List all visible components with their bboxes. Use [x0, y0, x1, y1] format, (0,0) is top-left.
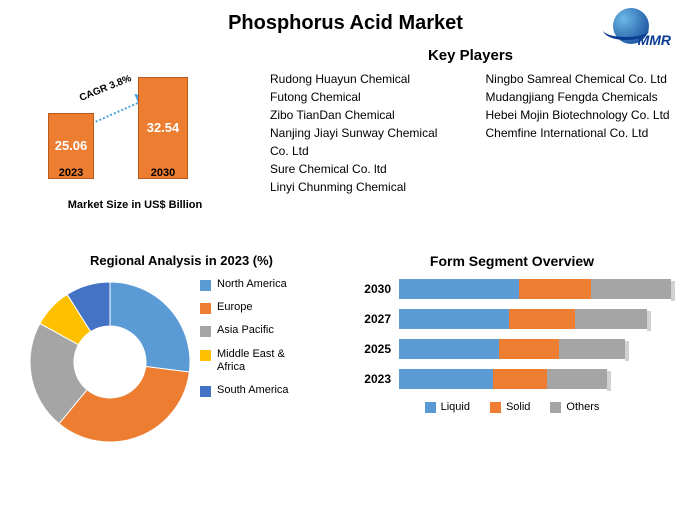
- form-segment-legend: Liquid Solid Others: [353, 401, 671, 413]
- fs-legend-item: Solid: [490, 401, 530, 413]
- legend-swatch: [200, 386, 211, 397]
- form-seg-bar: [399, 309, 647, 329]
- legend-item: Europe: [200, 301, 312, 314]
- key-players-section: Key Players Rudong Huayun ChemicalFutong…: [250, 47, 671, 247]
- legend-swatch: [425, 402, 436, 413]
- key-players-col1: Rudong Huayun ChemicalFutong ChemicalZib…: [270, 70, 456, 196]
- legend-label: Liquid: [441, 401, 470, 413]
- form-seg-part: [399, 279, 519, 299]
- market-caption: Market Size in US$ Billion: [20, 199, 250, 211]
- form-seg-part: [547, 369, 607, 389]
- legend-swatch: [200, 326, 211, 337]
- form-seg-part: [499, 339, 559, 359]
- donut-slice: [110, 282, 190, 372]
- regional-legend: North America Europe Asia Pacific Middle Ea…: [200, 278, 312, 452]
- form-segment-chart: Form Segment Overview 2030 2027 2025 2023 L…: [343, 253, 671, 503]
- legend-label: South America: [217, 384, 289, 397]
- legend-swatch: [200, 350, 211, 361]
- legend-label: Middle East & Africa: [217, 348, 312, 374]
- market-bar: 25.06 2023: [48, 113, 94, 179]
- key-player-item: Ningbo Samreal Chemical Co. Ltd: [486, 70, 672, 88]
- form-seg-bar: [399, 279, 671, 299]
- form-seg-year: 2023: [353, 372, 399, 386]
- donut-chart: [20, 272, 200, 452]
- legend-item: Asia Pacific: [200, 324, 312, 337]
- fs-legend-item: Liquid: [425, 401, 470, 413]
- form-seg-part: [559, 339, 625, 359]
- form-seg-row: 2030: [353, 279, 671, 299]
- form-seg-year: 2027: [353, 312, 399, 326]
- legend-item: Middle East & Africa: [200, 348, 312, 374]
- form-seg-part: [519, 279, 591, 299]
- legend-item: South America: [200, 384, 312, 397]
- bar-year: 2023: [48, 167, 94, 179]
- arrow-line: [88, 102, 138, 126]
- legend-label: Solid: [506, 401, 530, 413]
- form-seg-bar: [399, 339, 625, 359]
- market-bar: 32.54 2030: [138, 77, 188, 179]
- legend-swatch: [200, 280, 211, 291]
- form-seg-year: 2030: [353, 282, 399, 296]
- bar-value: 25.06: [55, 138, 88, 153]
- key-player-item: Zibo TianDan Chemical: [270, 106, 456, 124]
- form-seg-part: [399, 309, 509, 329]
- key-player-item: Chemfine International Co. Ltd: [486, 124, 672, 142]
- regional-analysis: Regional Analysis in 2023 (%) North Amer…: [20, 253, 343, 503]
- form-segment-title: Form Segment Overview: [353, 253, 671, 269]
- bar-value: 32.54: [147, 120, 180, 135]
- legend-label: Others: [566, 401, 599, 413]
- bar-year: 2030: [138, 167, 188, 179]
- page-title: Phosphorus Acid Market: [20, 12, 671, 35]
- form-seg-part: [399, 339, 499, 359]
- key-player-item: Futong Chemical: [270, 88, 456, 106]
- key-player-item: Linyi Chunming Chemical: [270, 178, 456, 196]
- market-size-chart: CAGR 3.8% 25.06 2023 32.54 2030 Market Size…: [20, 47, 250, 247]
- form-seg-year: 2025: [353, 342, 399, 356]
- key-player-item: Hebei Mojin Biotechnology Co. Ltd: [486, 106, 672, 124]
- key-player-item: Nanjing Jiayi Sunway Chemical Co. Ltd: [270, 124, 456, 160]
- legend-label: North America: [217, 278, 287, 291]
- legend-item: North America: [200, 278, 312, 291]
- legend-label: Europe: [217, 301, 252, 314]
- form-seg-part: [399, 369, 493, 389]
- key-player-item: Rudong Huayun Chemical: [270, 70, 456, 88]
- form-seg-part: [591, 279, 671, 299]
- key-player-item: Sure Chemical Co. ltd: [270, 160, 456, 178]
- legend-swatch: [490, 402, 501, 413]
- key-players-col2: Ningbo Samreal Chemical Co. LtdMudangjia…: [486, 70, 672, 196]
- key-player-item: Mudangjiang Fengda Chemicals: [486, 88, 672, 106]
- form-seg-row: 2025: [353, 339, 671, 359]
- cagr-label: CAGR 3.8%: [78, 73, 133, 104]
- logo-text: MMR: [638, 32, 671, 48]
- legend-swatch: [550, 402, 561, 413]
- fs-legend-item: Others: [550, 401, 599, 413]
- legend-label: Asia Pacific: [217, 324, 274, 337]
- form-seg-row: 2023: [353, 369, 671, 389]
- form-seg-part: [493, 369, 547, 389]
- donut-slice: [59, 367, 189, 442]
- key-players-title: Key Players: [270, 47, 671, 64]
- mmr-logo: MMR: [601, 8, 671, 48]
- form-seg-row: 2027: [353, 309, 671, 329]
- regional-title: Regional Analysis in 2023 (%): [20, 253, 343, 268]
- legend-swatch: [200, 303, 211, 314]
- form-seg-part: [509, 309, 575, 329]
- form-seg-bar: [399, 369, 607, 389]
- form-seg-part: [575, 309, 647, 329]
